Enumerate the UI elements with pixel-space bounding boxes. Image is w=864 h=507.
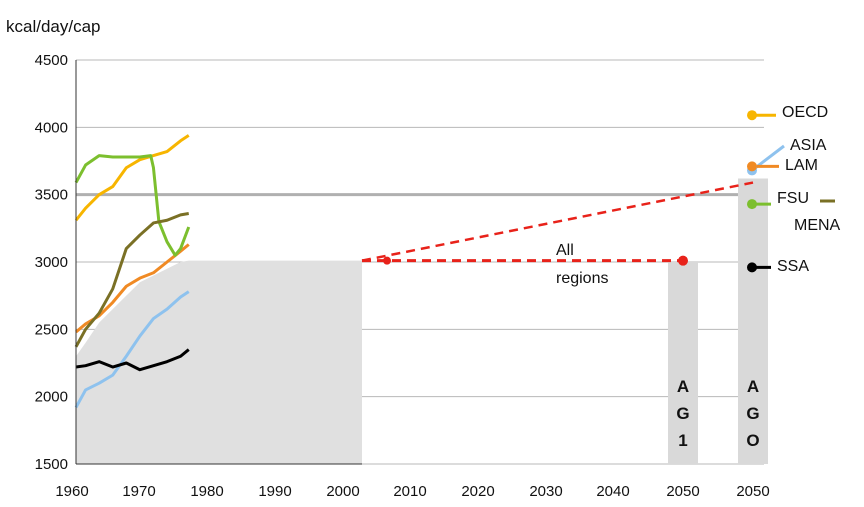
x-tick-label: 2050	[666, 483, 699, 500]
projection-bar	[738, 178, 768, 465]
x-tick-label: 1970	[122, 483, 155, 500]
projection-bars	[668, 178, 768, 465]
axes	[75, 60, 362, 465]
projection-marker	[383, 256, 391, 265]
labels: 4500400035003000250020001500AG1AGOAllreg…	[35, 52, 841, 500]
series-lines	[74, 134, 191, 409]
x-tick-label: 1990	[258, 483, 291, 500]
series-line	[74, 212, 189, 348]
series-end-label: SSA	[777, 258, 809, 275]
end-marker-dot	[747, 110, 757, 121]
projection-bar	[668, 262, 698, 464]
x-tick-label: 2030	[529, 483, 562, 500]
y-tick-label: 3500	[35, 187, 68, 204]
fill-layer	[76, 260, 362, 464]
series-line	[74, 290, 190, 409]
y-tick-label: 4500	[35, 52, 68, 69]
projection-bar-label: G	[676, 404, 689, 423]
series-end-label: ASIA	[790, 137, 827, 154]
series-end-label: MENA	[794, 217, 841, 234]
x-tick-label: 2010	[393, 483, 426, 500]
y-tick-label: 3000	[35, 254, 68, 271]
y-tick-label: 2500	[35, 321, 68, 338]
end-marker-dot	[747, 199, 757, 210]
x-tick-label: 2050	[736, 483, 769, 500]
y-tick-label: 4000	[35, 119, 68, 136]
series-line	[75, 348, 190, 372]
series-end-label: LAM	[785, 157, 818, 174]
projection-bar-label: O	[746, 431, 759, 450]
x-tick-label: 1980	[190, 483, 223, 500]
projection-bar-label: A	[677, 377, 689, 396]
y-tick-label: 1500	[35, 456, 68, 473]
x-tick-label: 2000	[326, 483, 359, 500]
x-tick-label: 1960	[55, 483, 88, 500]
all-regions-label: All	[556, 242, 574, 259]
series-line	[74, 154, 191, 257]
end-marker-dot	[747, 161, 757, 172]
projection-bar-label: 1	[678, 431, 687, 450]
x-tick-label: 2020	[461, 483, 494, 500]
y-tick-label: 2000	[35, 389, 68, 406]
projection-marker	[678, 255, 688, 266]
all-regions-area	[76, 260, 362, 464]
series-end-label: FSU	[777, 190, 809, 207]
series-line	[74, 134, 190, 222]
projection-lines	[361, 181, 754, 266]
series-end-label: OECD	[782, 104, 828, 121]
all-regions-label: regions	[556, 270, 608, 287]
projection-bar-label: G	[746, 404, 759, 423]
y-axis-label: kcal/day/cap	[6, 17, 101, 36]
x-tick-label: 2040	[596, 483, 629, 500]
end-marker-dot	[747, 262, 757, 273]
projection-bar-label: A	[747, 377, 759, 396]
projection-dashed-line-upper	[361, 181, 754, 262]
